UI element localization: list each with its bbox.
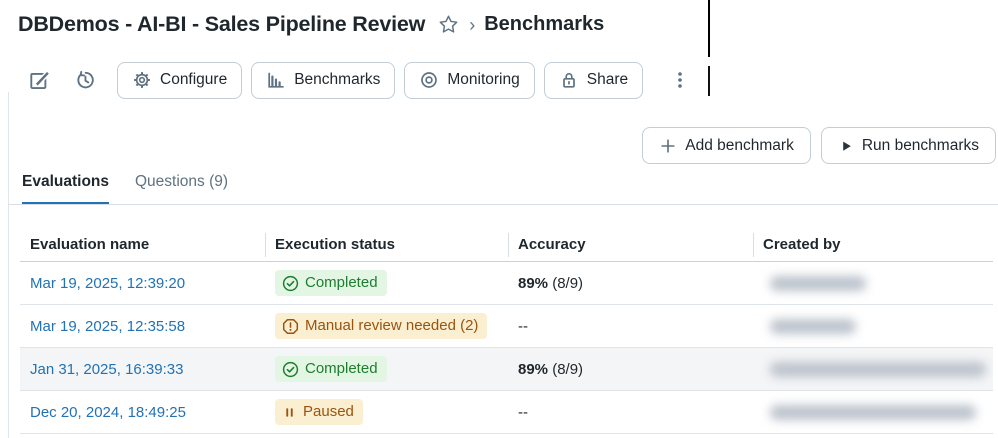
lock-icon bbox=[559, 70, 579, 90]
warning-octagon-icon bbox=[282, 318, 299, 335]
accuracy-percent: 89% bbox=[518, 274, 549, 292]
bar-chart-icon bbox=[266, 70, 286, 90]
monitoring-button[interactable]: Monitoring bbox=[404, 61, 535, 99]
accuracy-fraction: (8/9) bbox=[548, 274, 584, 292]
share-button[interactable]: Share bbox=[543, 61, 644, 99]
breadcrumb-current: Benchmarks bbox=[484, 13, 605, 35]
toolbar: Configure Benchmarks bbox=[28, 61, 690, 99]
favorite-star-icon[interactable] bbox=[438, 14, 459, 35]
check-circle-icon bbox=[282, 275, 299, 292]
monitoring-label: Monitoring bbox=[447, 71, 520, 88]
accuracy-cell: -- bbox=[508, 318, 753, 335]
pause-icon bbox=[282, 405, 297, 420]
accuracy-fraction: -- bbox=[518, 317, 528, 335]
column-header-created-by: Created by bbox=[753, 236, 993, 253]
status-badge-completed: Completed bbox=[275, 270, 387, 296]
check-circle-icon bbox=[282, 361, 299, 378]
configure-button[interactable]: Configure bbox=[117, 61, 243, 99]
table-row[interactable]: Jan 31, 2025, 16:39:33 Completed 89% (8/… bbox=[20, 348, 993, 391]
titlebar: DBDemos - AI-BI - Sales Pipeline Review … bbox=[18, 12, 604, 37]
plus-icon bbox=[659, 137, 677, 155]
accuracy-cell: -- bbox=[508, 404, 753, 421]
column-header-execution-status: Execution status bbox=[265, 236, 508, 253]
page-edge-line bbox=[8, 92, 9, 438]
redacted-created-by bbox=[770, 361, 986, 377]
accuracy-fraction: (8/9) bbox=[548, 360, 584, 378]
tab-bar-divider bbox=[8, 204, 998, 205]
crop-artifact-line-top bbox=[708, 0, 710, 57]
status-badge-completed: Completed bbox=[275, 356, 387, 382]
tab-bar: Evaluations Questions (9) bbox=[22, 173, 228, 205]
configure-label: Configure bbox=[160, 71, 228, 88]
column-header-evaluation-name: Evaluation name bbox=[30, 236, 150, 253]
evaluation-link[interactable]: Jan 31, 2025, 16:39:33 bbox=[30, 360, 184, 378]
page-title: DBDemos - AI-BI - Sales Pipeline Review bbox=[18, 12, 426, 36]
tab-evaluations[interactable]: Evaluations bbox=[22, 173, 109, 205]
table-header-row: Evaluation name Execution status Accurac… bbox=[20, 228, 993, 262]
run-benchmarks-button[interactable]: Run benchmarks bbox=[820, 127, 996, 164]
breadcrumb-separator: › bbox=[469, 14, 476, 35]
status-badge-manual-review: Manual review needed (2) bbox=[275, 313, 488, 339]
accuracy-cell: 89% (8/9) bbox=[508, 275, 753, 292]
benchmarks-label: Benchmarks bbox=[294, 71, 381, 88]
edit-icon[interactable] bbox=[28, 69, 50, 91]
evaluation-link[interactable]: Dec 20, 2024, 18:49:25 bbox=[30, 403, 186, 421]
target-icon bbox=[419, 70, 439, 90]
status-badge-paused: Paused bbox=[275, 399, 363, 425]
status-label: Paused bbox=[303, 403, 354, 420]
redacted-created-by bbox=[770, 404, 976, 420]
accuracy-percent: 89% bbox=[518, 360, 549, 378]
table-row[interactable]: Mar 19, 2025, 12:39:20 Completed 89% (8/… bbox=[20, 262, 993, 305]
column-header-accuracy: Accuracy bbox=[508, 236, 753, 253]
play-icon bbox=[838, 138, 854, 154]
evaluations-table: Evaluation name Execution status Accurac… bbox=[20, 228, 993, 434]
status-label: Completed bbox=[305, 274, 378, 291]
add-benchmark-label: Add benchmark bbox=[685, 136, 794, 154]
redacted-created-by bbox=[770, 275, 866, 291]
table-row[interactable]: Mar 19, 2025, 12:35:58 Manual review nee… bbox=[20, 305, 993, 348]
accuracy-fraction: -- bbox=[518, 403, 528, 421]
crop-artifact-line-mid bbox=[708, 66, 710, 96]
benchmarks-button[interactable]: Benchmarks bbox=[251, 61, 396, 99]
gear-icon bbox=[132, 70, 152, 90]
tab-questions[interactable]: Questions (9) bbox=[135, 173, 229, 190]
accuracy-cell: 89% (8/9) bbox=[508, 361, 753, 378]
table-row[interactable]: Dec 20, 2024, 18:49:25 Paused -- bbox=[20, 391, 993, 434]
actions-bar: Add benchmark Run benchmarks bbox=[642, 127, 996, 164]
status-label: Completed bbox=[305, 360, 378, 377]
status-label: Manual review needed (2) bbox=[305, 317, 479, 334]
evaluation-link[interactable]: Mar 19, 2025, 12:39:20 bbox=[30, 274, 186, 292]
evaluation-link[interactable]: Mar 19, 2025, 12:35:58 bbox=[30, 317, 186, 335]
history-icon[interactable] bbox=[74, 69, 96, 91]
share-label: Share bbox=[586, 71, 629, 88]
redacted-created-by bbox=[770, 318, 856, 334]
run-benchmarks-label: Run benchmarks bbox=[861, 136, 979, 154]
add-benchmark-button[interactable]: Add benchmark bbox=[642, 127, 811, 164]
kebab-menu-icon[interactable] bbox=[670, 69, 690, 91]
